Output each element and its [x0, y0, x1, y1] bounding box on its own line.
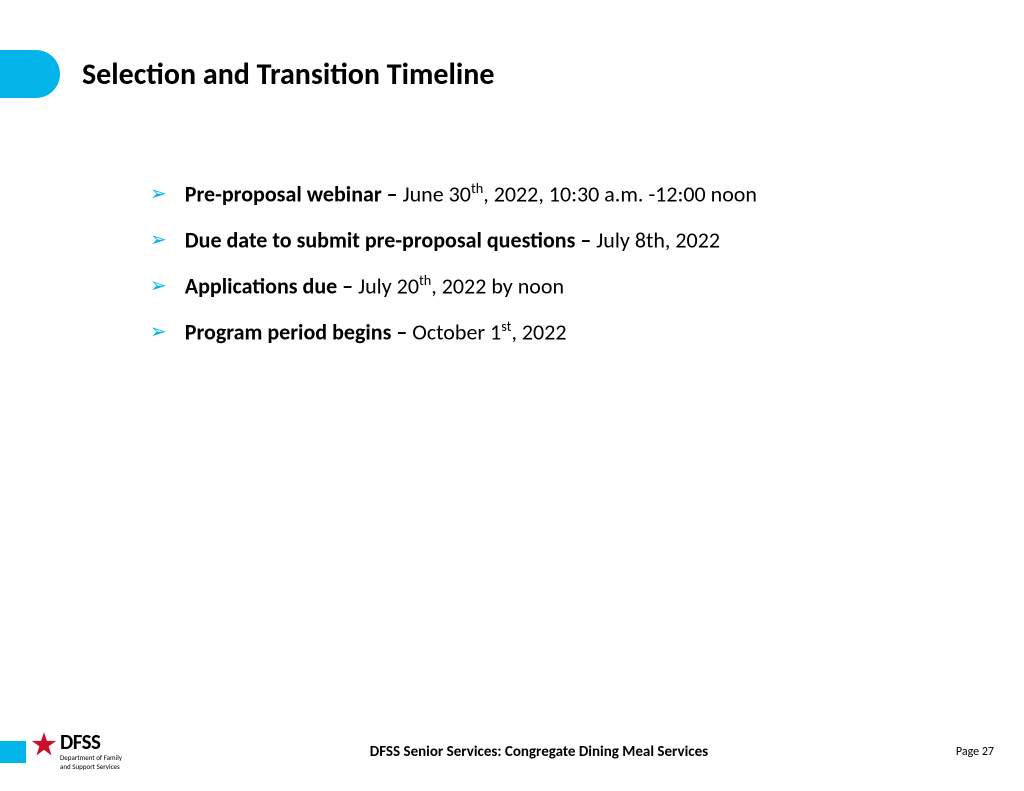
- page-title: Selection and Transition Timeline: [82, 56, 494, 93]
- footer-center-text: DFSS Senior Services: Congregate Dining …: [122, 743, 956, 761]
- chevron-right-icon: ➢: [150, 226, 167, 254]
- footer-accent-block: [0, 741, 26, 763]
- chevron-right-icon: ➢: [150, 318, 167, 346]
- logo-main-text: DFSS: [60, 733, 122, 752]
- bullet-text: Program period begins – October 1st, 202…: [185, 316, 567, 348]
- header-row: Selection and Transition Timeline: [0, 0, 1024, 98]
- logo-sub-text-1: Department of Family: [60, 754, 122, 762]
- footer: DFSS Department of Family and Support Se…: [0, 733, 1024, 771]
- chevron-right-icon: ➢: [150, 272, 167, 300]
- list-item: ➢ Pre-proposal webinar – June 30th, 2022…: [150, 178, 964, 210]
- dfss-logo-text: DFSS Department of Family and Support Se…: [60, 733, 122, 771]
- bullet-list: ➢ Pre-proposal webinar – June 30th, 2022…: [150, 178, 964, 349]
- page-number: Page 27: [956, 745, 994, 759]
- list-item: ➢ Applications due – July 20th, 2022 by …: [150, 270, 964, 302]
- list-item: ➢ Due date to submit pre-proposal questi…: [150, 224, 964, 256]
- bullet-text: Applications due – July 20th, 2022 by no…: [185, 270, 564, 302]
- dfss-logo: DFSS Department of Family and Support Se…: [30, 733, 122, 771]
- content-area: ➢ Pre-proposal webinar – June 30th, 2022…: [0, 98, 1024, 349]
- star-icon: [30, 731, 58, 759]
- footer-left: DFSS Department of Family and Support Se…: [0, 733, 122, 771]
- title-accent-pill: [0, 50, 60, 98]
- list-item: ➢ Program period begins – October 1st, 2…: [150, 316, 964, 348]
- logo-sub-text-2: and Support Services: [60, 763, 122, 771]
- bullet-text: Due date to submit pre-proposal question…: [185, 224, 720, 256]
- bullet-text: Pre-proposal webinar – June 30th, 2022, …: [185, 178, 757, 210]
- chevron-right-icon: ➢: [150, 180, 167, 208]
